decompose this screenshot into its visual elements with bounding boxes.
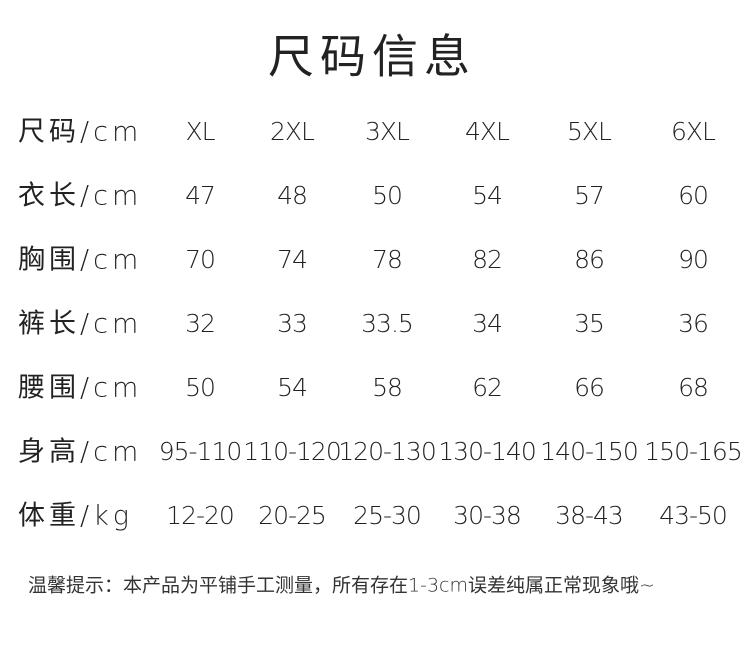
cell: 43-50 xyxy=(659,501,727,530)
note: 温馨提示：本产品为平铺手工测量，所有存在1-3cm误差纯属正常现象哦~ xyxy=(28,575,655,597)
cell: 32 xyxy=(185,309,215,338)
row-label: 裤长/cm xyxy=(18,309,142,340)
size-header: 4XL xyxy=(465,117,510,146)
cell: 33 xyxy=(277,309,307,338)
cell: 86 xyxy=(574,245,604,274)
size-header: 6XL xyxy=(671,117,716,146)
cell: 50 xyxy=(185,373,215,402)
cell: 70 xyxy=(185,245,215,274)
cell: 35 xyxy=(574,309,604,338)
cell: 90 xyxy=(678,245,708,274)
cell: 95-110 xyxy=(159,437,242,466)
cell: 12-20 xyxy=(166,501,234,530)
row-label: 胸围/cm xyxy=(18,245,142,276)
size-header: 2XL xyxy=(270,117,315,146)
cell: 68 xyxy=(678,373,708,402)
cell: 58 xyxy=(372,373,402,402)
cell: 25-30 xyxy=(353,501,421,530)
cell: 82 xyxy=(472,245,502,274)
cell: 140-150 xyxy=(540,437,637,466)
cell: 50 xyxy=(372,181,402,210)
cell: 120-130 xyxy=(338,437,435,466)
title: 尺码信息 xyxy=(268,30,476,84)
cell: 47 xyxy=(185,181,215,210)
cell: 30-38 xyxy=(453,501,521,530)
row-label: 腰围/cm xyxy=(18,373,142,404)
size-header: 5XL xyxy=(567,117,612,146)
cell: 60 xyxy=(678,181,708,210)
cell: 74 xyxy=(277,245,307,274)
cell: 57 xyxy=(574,181,604,210)
cell: 54 xyxy=(277,373,307,402)
cell: 36 xyxy=(678,309,708,338)
cell: 78 xyxy=(372,245,402,274)
size-header: 3XL xyxy=(365,117,410,146)
cell: 20-25 xyxy=(258,501,326,530)
header-label: 尺码/cm xyxy=(18,117,142,148)
row-label: 衣长/cm xyxy=(18,181,142,212)
row-label: 身高/cm xyxy=(18,437,142,468)
row-label: 体重/kg xyxy=(18,501,133,532)
size-header: XL xyxy=(185,117,215,146)
size-table: 尺码/cm XL 2XL 3XL 4XL 5XL 6XL 衣长/cm 47 48 50 54 57 60 胸… xyxy=(18,117,743,532)
cell: 62 xyxy=(472,373,502,402)
cell: 150-165 xyxy=(644,437,741,466)
cell: 33.5 xyxy=(361,309,413,338)
cell: 130-140 xyxy=(438,437,535,466)
cell: 34 xyxy=(472,309,502,338)
cell: 48 xyxy=(277,181,307,210)
cell: 110-120 xyxy=(243,437,340,466)
cell: 54 xyxy=(472,181,502,210)
cell: 38-43 xyxy=(555,501,623,530)
cell: 66 xyxy=(574,373,604,402)
